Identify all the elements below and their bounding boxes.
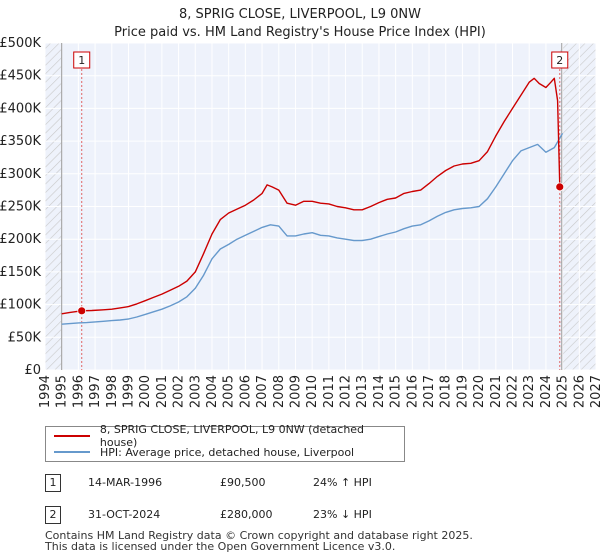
x-tick-label: 2011 bbox=[322, 375, 337, 408]
footer-license: This data is licensed under the Open Gov… bbox=[45, 540, 396, 553]
y-tick-label: £200K bbox=[0, 232, 41, 247]
chart-title: 8, SPRIG CLOSE, LIVERPOOL, L9 0NW Price … bbox=[0, 6, 600, 42]
x-tick-label: 1997 bbox=[88, 375, 103, 408]
x-tick-label: 1994 bbox=[38, 375, 53, 408]
annotation-box bbox=[551, 51, 569, 69]
legend: 8, SPRIG CLOSE, LIVERPOOL, L9 0NW (detac… bbox=[45, 423, 405, 462]
transaction-date: 31-OCT-2024 bbox=[88, 508, 161, 521]
y-tick-label: £100K bbox=[0, 298, 41, 313]
x-tick-label: 2010 bbox=[305, 375, 320, 408]
y-tick-label: £50K bbox=[8, 330, 42, 345]
gridlines bbox=[44, 42, 597, 371]
transaction-point bbox=[77, 306, 87, 316]
x-tick-label: 2018 bbox=[439, 375, 454, 408]
x-tick-label: 1996 bbox=[71, 375, 86, 408]
y-tick-label: £450K bbox=[0, 69, 41, 84]
x-tick-label: 2014 bbox=[372, 375, 387, 408]
title-subtitle: Price paid vs. HM Land Registry's House … bbox=[114, 25, 486, 40]
x-tick-label: 2027 bbox=[589, 375, 600, 408]
annotation-label: 1 bbox=[78, 54, 85, 67]
x-tick-label: 2012 bbox=[339, 375, 354, 408]
y-tick-label: £250K bbox=[0, 200, 41, 215]
annotation-marker: 2 bbox=[551, 51, 569, 69]
annotation-box bbox=[73, 51, 91, 69]
x-tick-label: 1998 bbox=[105, 375, 120, 408]
x-tick-label: 2024 bbox=[539, 375, 554, 408]
y-axis-ticks: £0 £50K £100K £150K £200K £250K £300K £350K £400… bbox=[0, 36, 41, 378]
x-tick-label: 1999 bbox=[121, 375, 136, 408]
x-tick-label: 2000 bbox=[138, 375, 153, 408]
footer-copyright: Contains HM Land Registry data © Crown c… bbox=[45, 529, 473, 542]
legend-item-property: 8, SPRIG CLOSE, LIVERPOOL, L9 0NW (detac… bbox=[54, 423, 404, 449]
x-tick-label: 2003 bbox=[188, 375, 203, 408]
x-tick-label: 2007 bbox=[255, 375, 270, 408]
y-tick-label: £300K bbox=[0, 167, 41, 182]
y-tick-label: £500K bbox=[0, 36, 41, 51]
legend-swatch-hpi bbox=[54, 451, 90, 453]
legend-swatch-property bbox=[54, 435, 90, 437]
x-tick-label: 2019 bbox=[455, 375, 470, 408]
transaction-hpi-change: 23% ↓ HPI bbox=[313, 508, 372, 521]
x-tick-label: 2015 bbox=[389, 375, 404, 408]
legend-item-hpi: HPI: Average price, detached house, Live… bbox=[54, 444, 354, 460]
title-address: 8, SPRIG CLOSE, LIVERPOOL, L9 0NW bbox=[178, 7, 422, 22]
transaction-price: £280,000 bbox=[220, 508, 273, 521]
transaction-badge: 1 bbox=[45, 474, 61, 492]
x-tick-label: 2005 bbox=[222, 375, 237, 408]
y-tick-label: £0 bbox=[24, 363, 41, 378]
price-chart: £0 £50K £100K £150K £200K £250K £300K £350K £400… bbox=[0, 36, 600, 408]
x-tick-label: 2009 bbox=[288, 375, 303, 408]
y-tick-label: £350K bbox=[0, 134, 41, 149]
x-tick-label: 2021 bbox=[489, 375, 504, 408]
x-tick-label: 2016 bbox=[405, 375, 420, 408]
x-tick-label: 2001 bbox=[155, 375, 170, 408]
transaction-row: 2 31-OCT-2024 £280,000 23% ↓ HPI bbox=[45, 506, 585, 526]
x-tick-label: 2025 bbox=[556, 375, 571, 408]
x-tick-label: 2008 bbox=[272, 375, 287, 408]
transaction-vlines bbox=[61, 43, 563, 370]
series-line bbox=[61, 77, 561, 315]
y-tick-label: £400K bbox=[0, 101, 41, 116]
footer: Contains HM Land Registry data © Crown c… bbox=[45, 530, 473, 552]
annotation-marker: 1 bbox=[73, 51, 91, 69]
x-tick-label: 2020 bbox=[472, 375, 487, 408]
y-tick-label: £150K bbox=[0, 265, 41, 280]
series-lines bbox=[61, 77, 564, 325]
x-tick-label: 1995 bbox=[55, 375, 70, 408]
transaction-points bbox=[77, 182, 565, 316]
x-tick-label: 2023 bbox=[522, 375, 537, 408]
legend-label-hpi: HPI: Average price, detached house, Live… bbox=[100, 445, 355, 459]
series-line bbox=[61, 132, 564, 325]
x-tick-label: 2004 bbox=[205, 375, 220, 408]
transaction-badge: 2 bbox=[45, 506, 61, 524]
transaction-hpi-change: 24% ↑ HPI bbox=[313, 476, 372, 489]
transaction-row: 1 14-MAR-1996 £90,500 24% ↑ HPI bbox=[45, 474, 585, 494]
legend-label-property: 8, SPRIG CLOSE, LIVERPOOL, L9 0NW (detac… bbox=[99, 423, 365, 449]
x-tick-label: 2002 bbox=[172, 375, 187, 408]
transaction-point bbox=[555, 182, 565, 192]
x-tick-label: 2017 bbox=[422, 375, 437, 408]
x-tick-label: 2006 bbox=[238, 375, 253, 408]
x-tick-label: 2022 bbox=[506, 375, 521, 408]
x-tick-label: 2013 bbox=[355, 375, 370, 408]
x-tick-label: 2026 bbox=[572, 375, 587, 408]
x-axis-ticks: 1994 1995 1996 1997 1998 1999 2000 2001 2002 2003… bbox=[38, 375, 600, 408]
transaction-date: 14-MAR-1996 bbox=[88, 476, 163, 489]
annotation-label: 2 bbox=[556, 54, 563, 67]
transaction-price: £90,500 bbox=[220, 476, 266, 489]
